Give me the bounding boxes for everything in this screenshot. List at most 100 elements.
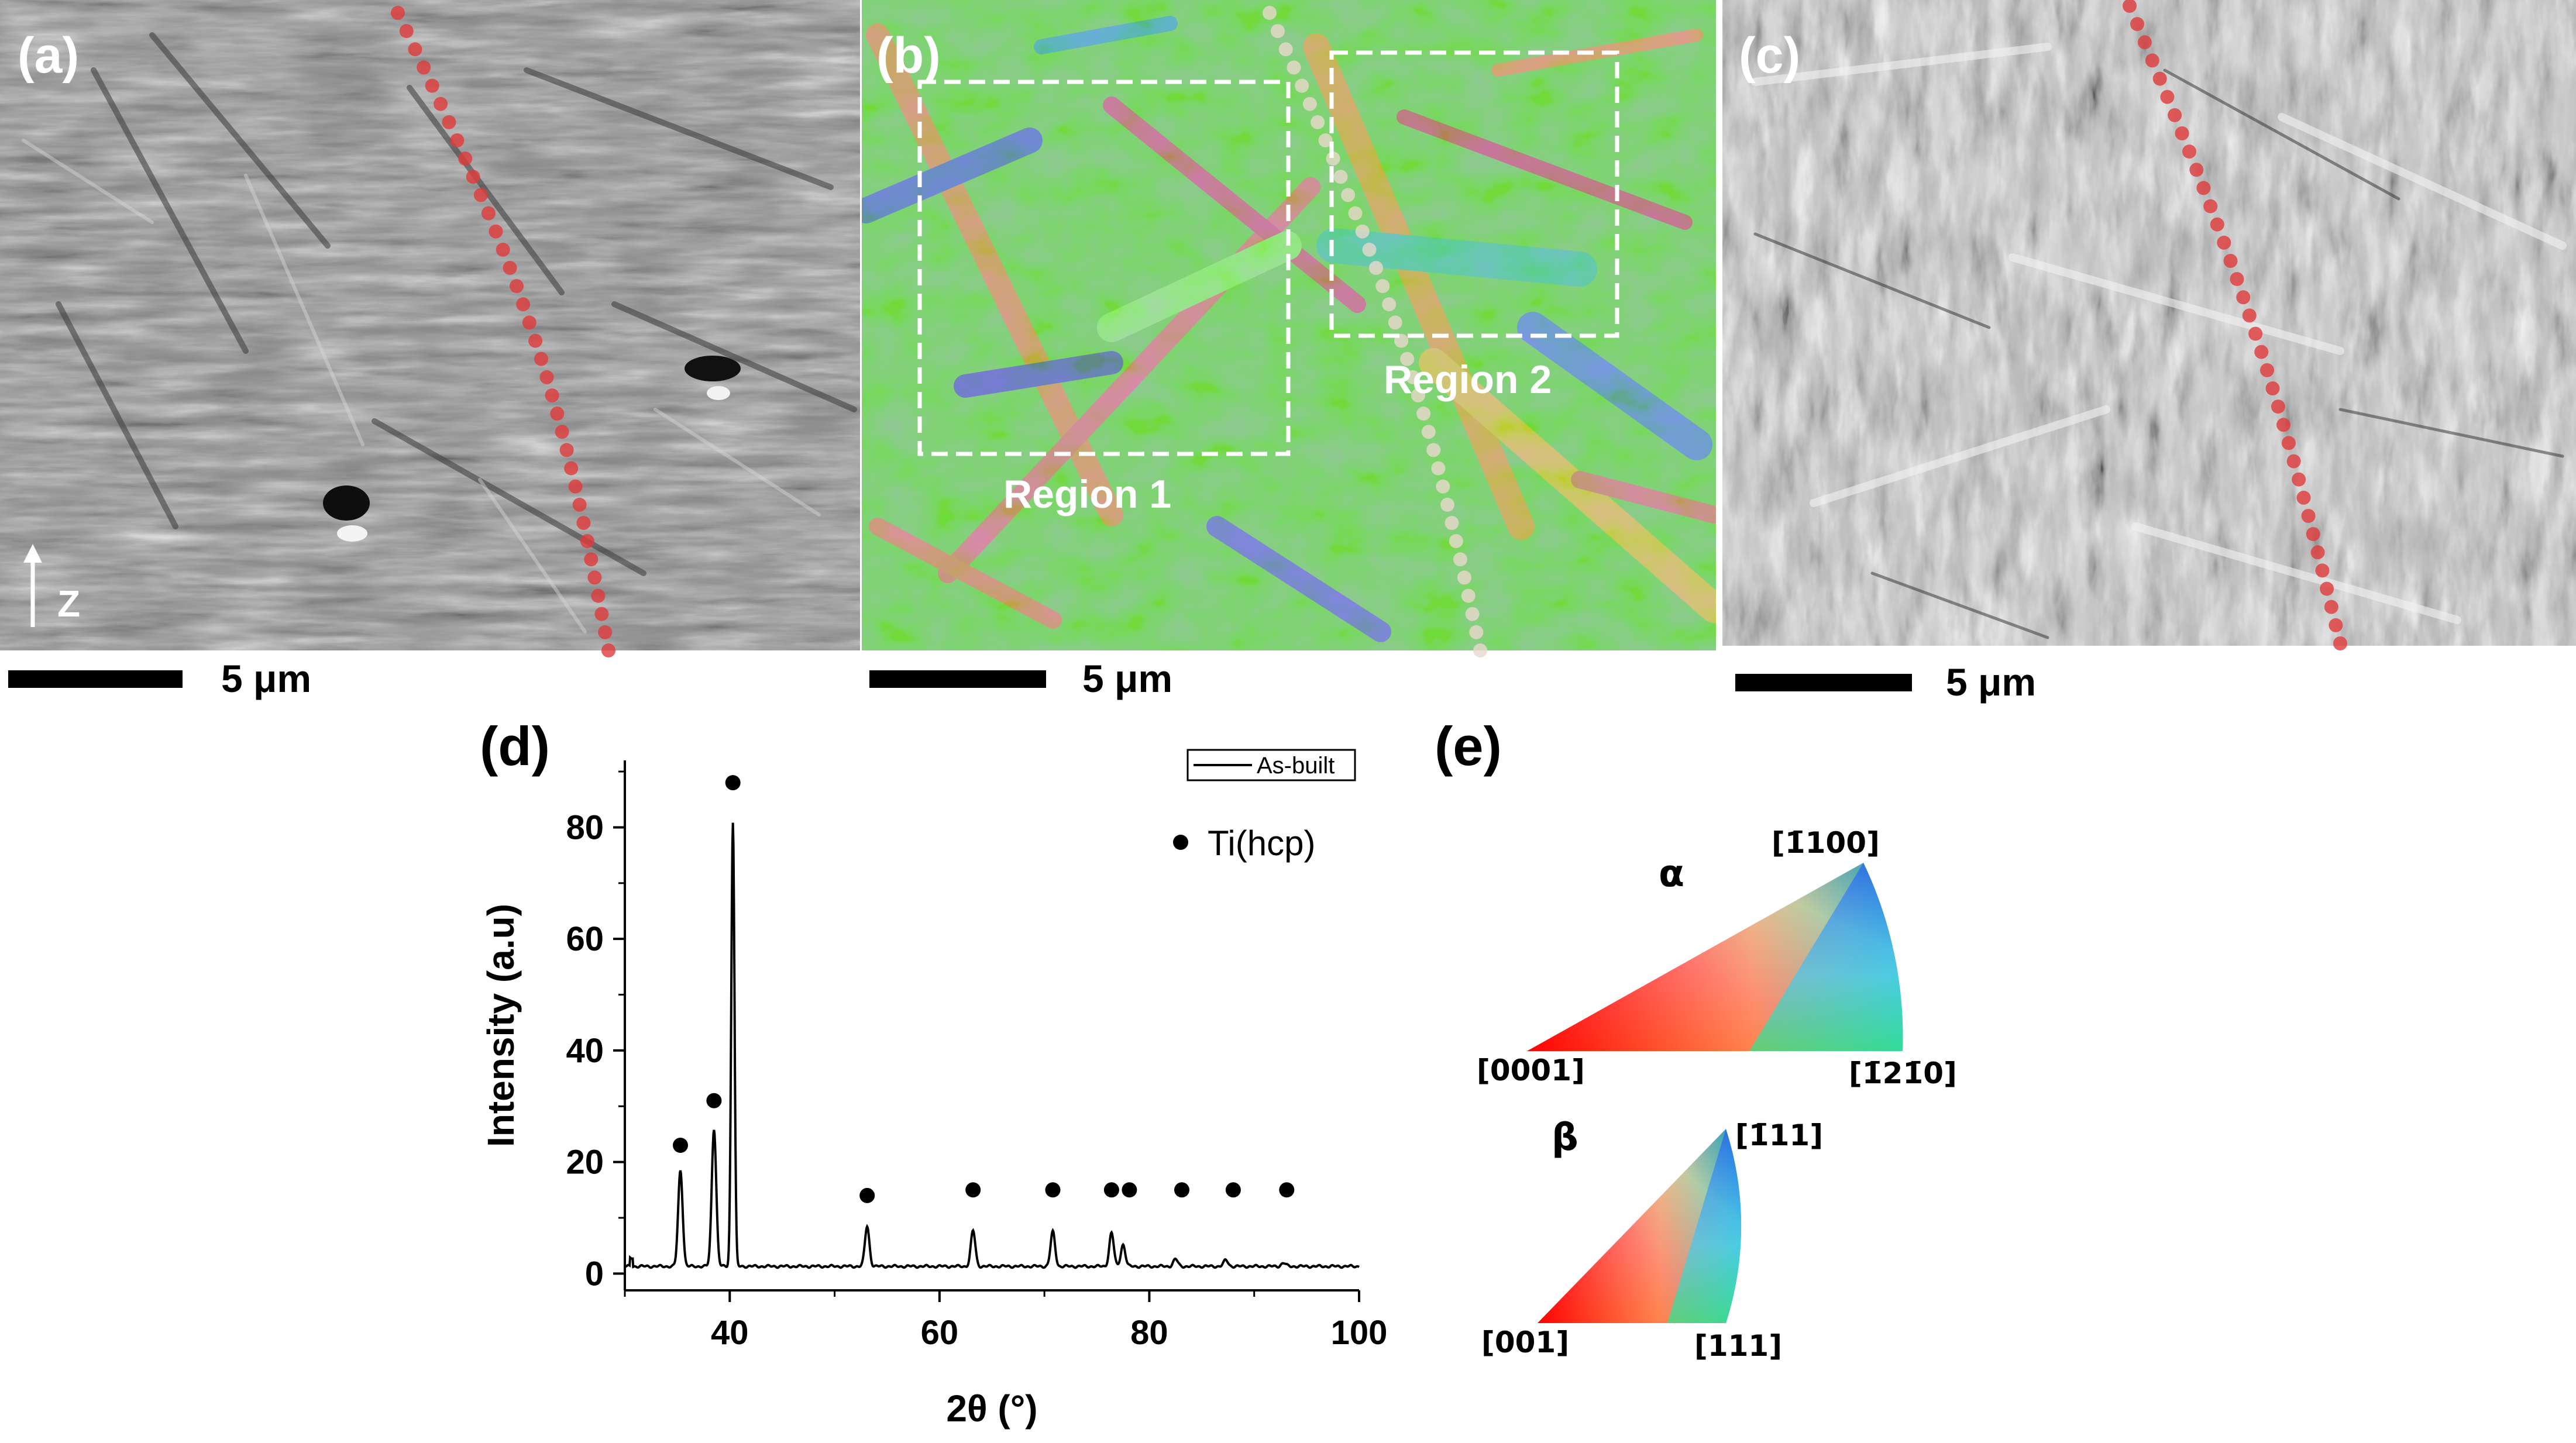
- scale-bar-b: [869, 670, 1046, 688]
- trace-dot: [458, 151, 473, 166]
- x-tick-label: 80: [1130, 1314, 1168, 1352]
- trace-dot: [399, 24, 414, 39]
- trace-dot: [1311, 115, 1325, 129]
- trace-dot: [1461, 588, 1476, 603]
- ti-hcp-marker: [1279, 1182, 1295, 1198]
- y-tick-label: 60: [566, 920, 604, 958]
- trace-dot: [580, 534, 594, 549]
- trace-dot: [2296, 490, 2311, 505]
- trace-dot: [442, 115, 456, 129]
- trace-dot: [2168, 108, 2182, 122]
- trace-dot: [2223, 254, 2238, 268]
- chart-ticks: 40 60 80 100 0 20 40 60 80: [566, 770, 1388, 1352]
- trace-dot: [2310, 545, 2325, 560]
- ti-hcp-marker: [1045, 1182, 1061, 1198]
- trace-dot: [391, 6, 405, 20]
- chart-axes: [624, 760, 1359, 1292]
- trace-dot: [1416, 407, 1431, 421]
- trace-dot: [2130, 17, 2144, 32]
- trace-dot: [510, 279, 524, 294]
- panel-label-d: (d): [480, 715, 551, 777]
- scale-label-b: 5 μm: [1082, 657, 1173, 700]
- trace-dot: [1473, 643, 1487, 657]
- trace-dot: [1421, 425, 1436, 439]
- melt-pool-boundary-trace-a: [391, 6, 615, 657]
- region-2-label: Region 2: [1384, 357, 1552, 402]
- trace-dot: [496, 242, 510, 257]
- trace-dot: [2315, 563, 2330, 578]
- trace-dot: [1436, 479, 1450, 494]
- legend-marker-swatch: [1173, 835, 1188, 850]
- trace-dot: [1411, 388, 1425, 402]
- trace-dot: [2320, 581, 2334, 596]
- z-arrowhead-icon: [23, 544, 42, 563]
- region-2-box: [1329, 50, 1619, 338]
- trace-dot: [555, 425, 569, 439]
- beta-symbol: β: [1552, 1116, 1578, 1159]
- ti-hcp-marker: [965, 1182, 981, 1198]
- panel-label-e: (e): [1435, 715, 1502, 777]
- trace-dot: [1341, 188, 1356, 202]
- alpha-top-label: [1̄100]: [1772, 826, 1880, 860]
- trace-dot: [528, 333, 543, 348]
- y-axis-label: Intensity (a.u): [480, 904, 522, 1147]
- sem-micrograph-c: [1722, 0, 2576, 646]
- trace-dot: [2333, 636, 2347, 650]
- ti-hcp-marker: [1103, 1182, 1119, 1198]
- trace-dot: [2203, 199, 2218, 213]
- trace-dot: [417, 60, 431, 75]
- trace-dot: [522, 315, 536, 330]
- trace-dot: [2196, 181, 2211, 195]
- x-tick-label: 40: [711, 1314, 749, 1352]
- trace-dot: [1405, 370, 1420, 384]
- melt-pool-boundary-trace-b: [1263, 6, 1487, 657]
- legend-line-label: As-built: [1257, 753, 1335, 779]
- trace-dot: [587, 570, 602, 585]
- trace-dot: [2271, 400, 2285, 414]
- trace-dot: [1382, 297, 1397, 312]
- trace-dot: [2210, 217, 2224, 232]
- beta-left-label: [001]: [1481, 1325, 1569, 1359]
- trace-dot: [1431, 461, 1446, 476]
- ipf-alpha: α [1̄100] [0001] [1̄21̄0]: [1477, 826, 1957, 1090]
- legend-marker-label: Ti(hcp): [1208, 824, 1315, 863]
- trace-dot: [539, 370, 554, 384]
- y-tick-label: 40: [566, 1032, 604, 1070]
- trace-dot: [2152, 71, 2167, 86]
- scale-label-a: 5 μm: [221, 657, 312, 700]
- trace-dot: [584, 552, 599, 567]
- trace-dot: [576, 516, 591, 530]
- trace-dot: [534, 352, 548, 366]
- trace-dot: [516, 297, 531, 312]
- ti-hcp-marker: [706, 1093, 722, 1108]
- trace-dot: [559, 443, 574, 457]
- y-tick-label: 0: [585, 1255, 604, 1293]
- ipf-beta: β [1̄11] [001] [111]: [1481, 1116, 1823, 1363]
- x-tick-label: 100: [1331, 1314, 1388, 1352]
- trace-dot: [2329, 618, 2343, 632]
- trace-dot: [1388, 315, 1402, 330]
- trace-dot: [2182, 144, 2196, 159]
- trace-dot: [503, 261, 517, 275]
- trace-dot: [1400, 352, 1415, 366]
- trace-dot: [2306, 527, 2320, 542]
- trace-dot: [408, 42, 422, 57]
- trace-dot: [489, 224, 503, 239]
- ti-hcp-marker: [673, 1138, 688, 1153]
- trace-dot: [2230, 272, 2244, 287]
- panel-label-c: (c): [1739, 27, 1801, 84]
- trace-dot: [425, 78, 439, 93]
- trace-dot: [1369, 261, 1383, 275]
- trace-dot: [2145, 53, 2159, 68]
- trace-dot: [1348, 206, 1363, 221]
- trace-dot: [564, 461, 579, 476]
- ti-hcp-marker: [1122, 1182, 1137, 1198]
- trace-dot: [1449, 534, 1463, 549]
- trace-dot: [1426, 443, 1441, 457]
- xrd-pattern-line: [625, 822, 1360, 1269]
- trace-dot: [473, 188, 488, 202]
- ti-hcp-marker: [725, 775, 741, 791]
- alpha-left-label: [0001]: [1477, 1053, 1585, 1087]
- region-1-box: [917, 80, 1291, 456]
